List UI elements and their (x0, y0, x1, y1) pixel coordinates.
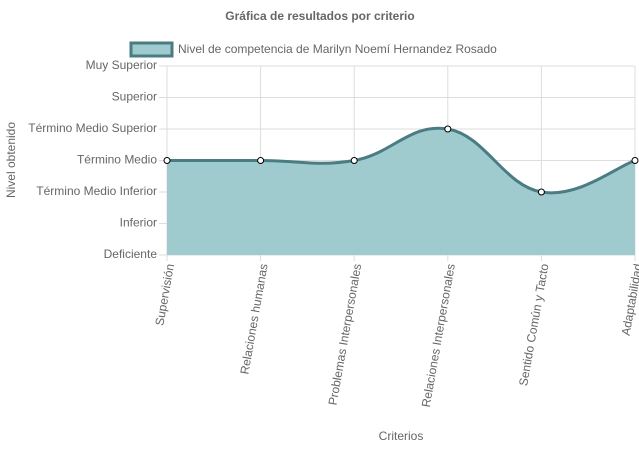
x-tick-label: Problemas Interpersonales (326, 263, 365, 407)
legend-swatch (129, 41, 174, 58)
x-tick-label: Adaptabilidad (619, 263, 639, 337)
line (167, 126, 636, 195)
x-axis-title: Criterios (379, 429, 424, 443)
area (167, 128, 635, 255)
y-tick-label: Término Medio (77, 153, 157, 167)
legend-label[interactable]: Nivel de competencia de Marilyn Noemí He… (178, 42, 497, 56)
x-tick-label: Sentido Común y Tacto (516, 262, 551, 387)
y-tick-label: Inferior (120, 216, 157, 230)
chart-title: Gráfica de resultados por criterio (225, 9, 414, 23)
point (537, 188, 545, 196)
point (257, 157, 265, 164)
x-tick-label: Supervisión (152, 263, 177, 327)
y-tick-label: Muy Superior (86, 58, 157, 72)
y-tick-label: Término Medio Inferior (36, 184, 157, 198)
point (163, 157, 171, 164)
point (444, 125, 452, 133)
x-tick-label: Relaciones humanas (237, 263, 270, 376)
y-tick-label: Término Medio Superior (28, 121, 157, 135)
point (350, 157, 358, 164)
y-tick-label: Superior (112, 90, 157, 104)
point (631, 157, 639, 164)
y-axis-title: Nivel obtenido (4, 122, 18, 198)
y-tick-label: Deficiente (104, 247, 158, 261)
x-tick-label: Relaciones Interpersonales (419, 263, 458, 409)
